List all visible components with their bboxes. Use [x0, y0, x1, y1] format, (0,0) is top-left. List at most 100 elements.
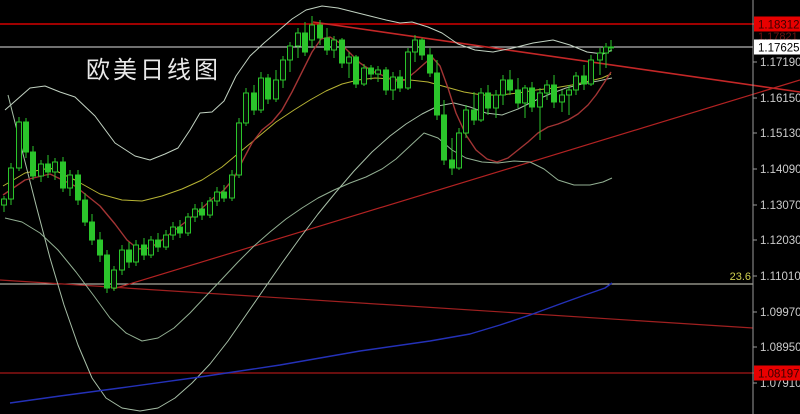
candle-body-up	[500, 79, 506, 96]
trendline-long-descending	[0, 279, 754, 329]
candle-body-down	[177, 226, 183, 234]
axis-tick-label: 1.17190	[760, 57, 800, 69]
candle-body-down	[302, 32, 308, 53]
candle-body-up	[111, 269, 117, 289]
candle-body-down	[471, 109, 477, 121]
candle-body-down	[485, 92, 491, 109]
candle-body-up	[412, 39, 418, 53]
candle-body-down	[75, 174, 81, 201]
candle-body-up	[375, 69, 381, 75]
indicator-overlays	[2, 5, 613, 412]
candle-body-down	[324, 37, 330, 51]
axis-tick-label: 1.12030	[760, 235, 800, 247]
candle-body-down	[104, 254, 110, 289]
candle-body-up	[163, 234, 169, 248]
fib-level-label: 23.6	[730, 271, 751, 283]
axis-tick-label: 1.11010	[760, 271, 800, 283]
candle-body-up	[309, 24, 315, 41]
candle-body-up	[287, 45, 293, 61]
candle-body-up	[478, 92, 484, 121]
candle-body-down	[434, 72, 440, 116]
candle-body-up	[608, 46, 614, 49]
candle-body-down	[155, 239, 161, 248]
candle-body-down	[383, 69, 389, 91]
upper-bollinger-band	[4, 5, 613, 161]
axis-tick-label: 1.13070	[760, 200, 800, 212]
price-badge-support	[754, 365, 800, 381]
candle-body-up	[456, 132, 462, 169]
long-ma-pale	[7, 77, 613, 412]
candle-body-up	[148, 239, 154, 256]
candle-body-up	[67, 174, 73, 189]
candle-body-down	[60, 161, 66, 189]
price-badges: 1.18312 1.17625 1.08197	[754, 16, 800, 381]
candle-body-up	[493, 94, 499, 109]
candle-body-down	[515, 89, 521, 104]
candle-body-up	[236, 122, 242, 176]
candle-body-up	[566, 89, 572, 96]
candle-body-up	[463, 109, 469, 134]
candle-body-up	[597, 52, 603, 61]
candle-body-up	[390, 76, 396, 91]
candle-body-up	[52, 161, 58, 173]
candle-body-up	[361, 67, 367, 85]
candle-body-down	[141, 244, 147, 256]
candle-body-down	[449, 159, 455, 169]
candle-body-down	[126, 249, 132, 263]
axis-tick-label: 1.15130	[760, 128, 800, 140]
candle-body-down	[529, 87, 535, 108]
candle-body-up	[229, 174, 235, 199]
candle-body-up	[207, 200, 213, 216]
price-badge-label-current-price: 1.17625	[758, 43, 800, 55]
candle-body-up	[16, 121, 22, 169]
price-badge-label-support: 1.08197	[758, 369, 800, 381]
axis-tick-label: 1.16150	[760, 93, 800, 105]
candle-body-down	[97, 239, 103, 256]
trendline-ascending-support	[112, 79, 800, 290]
y-axis: 1.17190 1.16150 1.15130 1.14090 1.13070 1.120…	[752, 0, 800, 414]
candle-body-down	[441, 114, 447, 161]
candle-body-up	[38, 163, 44, 177]
candle-body-up	[258, 77, 264, 111]
candle-body-up	[1, 198, 7, 206]
candle-body-down	[45, 163, 51, 173]
price-badge-current-price	[754, 39, 800, 55]
candle-body-up	[280, 59, 286, 81]
price-levels: 23.6	[0, 23, 755, 374]
trendlines	[0, 21, 800, 329]
candle-body-up	[603, 46, 609, 54]
candle-body-up	[522, 87, 528, 104]
candle-body-down	[251, 92, 257, 111]
axis-tick-label: 1.14090	[760, 164, 800, 176]
candle-body-up	[243, 92, 249, 124]
candle-body-up	[119, 249, 125, 271]
price-badge-resistance	[754, 16, 800, 32]
candle-body-up	[185, 216, 191, 234]
candle-body-up	[544, 84, 550, 94]
candle-body-down	[551, 84, 557, 103]
axis-tick-label: 1.07910	[760, 378, 800, 390]
candle-body-down	[317, 24, 323, 39]
candle-body-down	[82, 199, 88, 223]
candle-body-up	[559, 94, 565, 103]
candle-body-down	[199, 208, 205, 216]
candle-body-up	[273, 79, 279, 100]
candle-body-up	[573, 75, 579, 91]
candle-body-up	[170, 226, 176, 236]
candle-body-up	[8, 167, 14, 200]
candle-body-down	[507, 79, 513, 91]
candle-body-up	[588, 59, 594, 85]
candle-body-up	[331, 39, 337, 51]
slow-ma-blue	[9, 282, 613, 404]
candle-body-up	[295, 32, 301, 47]
candles	[1, 15, 614, 294]
candle-body-up	[133, 244, 139, 263]
candle-body-down	[419, 39, 425, 56]
candle-body-down	[427, 54, 433, 74]
candle-body-down	[221, 191, 227, 199]
axis-tick-label: 1.08950	[760, 342, 800, 354]
candle-body-up	[537, 92, 543, 108]
candle-body-down	[89, 221, 95, 241]
price-badge-label-resistance: 1.18312	[758, 20, 800, 32]
